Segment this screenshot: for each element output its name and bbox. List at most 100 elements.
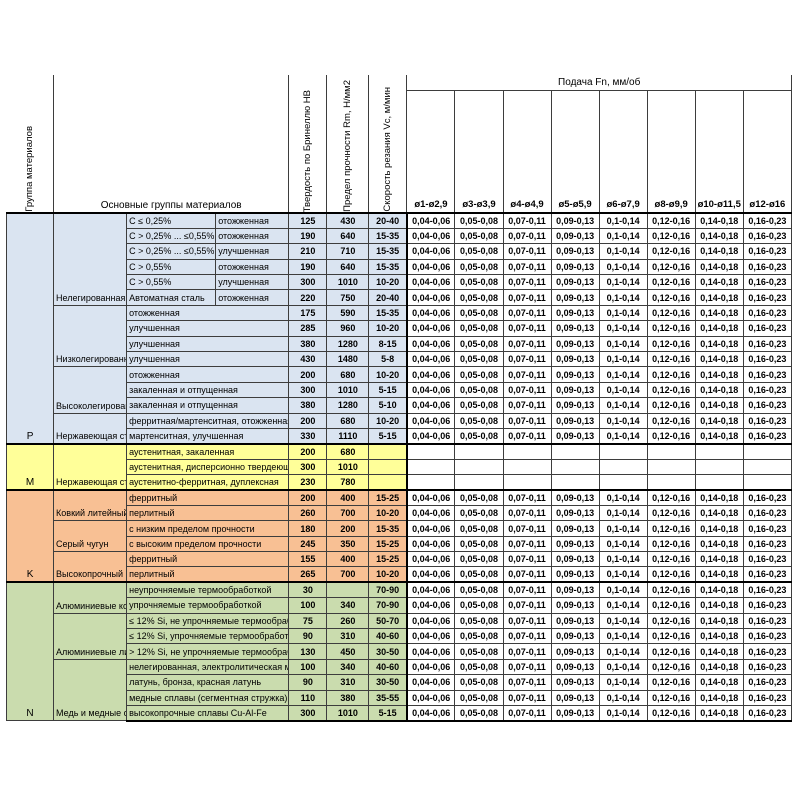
feed-value-cell: 0,04-0,06 — [405, 412, 456, 429]
feed-value-cell: 0,14-0,18 — [694, 227, 744, 245]
strength-cell: 1280 — [326, 397, 370, 414]
feed-value-cell: 0,14-0,18 — [694, 289, 744, 306]
strength-cell: 710 — [326, 243, 370, 260]
feed-value-cell: 0,12-0,16 — [646, 320, 696, 337]
feed-value-cell: 0,12-0,16 — [646, 612, 696, 630]
feed-value-cell: 0,09-0,13 — [550, 689, 600, 707]
feed-value-cell: 0,12-0,16 — [646, 628, 696, 645]
hardness-cell: 110 — [288, 689, 328, 707]
feed-value-cell: 0,14-0,18 — [694, 551, 744, 568]
feed-value-cell: 0,16-0,23 — [742, 274, 793, 291]
strength-cell: 680 — [326, 366, 370, 383]
group-letter-cell: P — [5, 212, 55, 445]
table-row: Автоматная сталь отожженная 220 750 20-40 0,0… — [7, 289, 793, 306]
material-group-cell: Серый чугун — [53, 520, 128, 553]
material-desc-cell: C > 0,25% ... ≤0,55% — [126, 243, 217, 260]
feed-value-cell: 0,1-0,14 — [598, 335, 648, 353]
feed-value-cell: 0,09-0,13 — [550, 320, 600, 337]
feed-value-cell: 0,14-0,18 — [694, 258, 744, 276]
table-row: C > 0,25% ... ≤0,55% отожженная 190 640 15-3… — [7, 227, 793, 245]
feed-value-cell: 0,14-0,18 — [694, 612, 744, 630]
feed-value-cell: 0,07-0,11 — [502, 689, 552, 707]
strength-cell: 450 — [326, 643, 370, 660]
hardness-cell: 100 — [288, 597, 328, 614]
feed-value-cell: 0,07-0,11 — [502, 412, 552, 429]
strength-cell: 640 — [326, 227, 370, 245]
feed-value-cell: 0,09-0,13 — [550, 566, 600, 583]
feed-value-cell: 0,16-0,23 — [742, 258, 793, 276]
table-row: улучшенная 285 960 10-20 0,04-0,06 0,05-0,08 0… — [7, 320, 793, 337]
feed-value-cell: 0,04-0,06 — [405, 520, 456, 537]
material-group-cell: Нержавеющая сталь — [53, 442, 128, 491]
feed-value-cell — [646, 458, 696, 476]
table-row: закаленная и отпущенная 300 1010 5-15 0,04-0… — [7, 381, 793, 399]
speed-cell: 15-35 — [368, 243, 408, 260]
feed-value-cell: 0,12-0,16 — [646, 566, 696, 583]
feed-value-cell: 0,09-0,13 — [550, 397, 600, 414]
feed-value-cell: 0,16-0,23 — [742, 489, 793, 506]
feed-value-cell: 0,09-0,13 — [550, 274, 600, 291]
material-state-cell: отожженная — [215, 258, 290, 276]
speed-cell: 15-35 — [368, 520, 408, 537]
material-group-cell: Нелегированная сталь — [53, 211, 128, 306]
feed-value-cell: 0,09-0,13 — [550, 551, 600, 568]
material-state-cell: отожженная — [215, 289, 290, 306]
feed-value-cell — [405, 458, 456, 476]
feed-value-cell: 0,04-0,06 — [405, 612, 456, 630]
feed-value-cell: 0,05-0,08 — [454, 366, 504, 383]
feed-value-cell: 0,04-0,06 — [405, 689, 456, 707]
feed-value-cell: 0,14-0,18 — [694, 643, 744, 660]
feed-value-cell: 0,07-0,11 — [502, 628, 552, 645]
feed-value-cell: 0,12-0,16 — [646, 381, 696, 399]
material-desc-cell: латунь, бронза, красная латунь — [126, 674, 290, 691]
table-row: Низколегированная стальотожженная1755901… — [7, 304, 793, 368]
material-group-cell: Медь и медные сплавы — [53, 658, 128, 722]
feed-value-cell: 0,07-0,11 — [502, 304, 552, 322]
feed-value-cell — [646, 442, 696, 460]
feed-value-cell: 0,04-0,06 — [405, 320, 456, 337]
material-desc-cell: улучшенная — [126, 351, 290, 368]
feed-value-cell: 0,07-0,11 — [502, 274, 552, 291]
feed-value-cell: 0,12-0,16 — [646, 397, 696, 414]
feed-value-cell: 0,05-0,08 — [454, 227, 504, 245]
speed-cell: 5-15 — [368, 381, 408, 399]
feed-value-cell: 0,14-0,18 — [694, 243, 744, 260]
feed-value-cell: 0,16-0,23 — [742, 689, 793, 707]
feed-value-cell: 0,1-0,14 — [598, 643, 648, 660]
feed-value-cell: 0,04-0,06 — [405, 366, 456, 383]
material-state-cell: улучшенная — [215, 243, 290, 260]
feed-value-cell: 0,16-0,23 — [742, 658, 793, 676]
feed-value-cell: 0,12-0,16 — [646, 243, 696, 260]
strength-cell: 700 — [326, 504, 370, 522]
rotated-text-wrap: Предел прочности Rm, Н/мм2 — [328, 78, 368, 211]
feed-value-cell: 0,04-0,06 — [405, 304, 456, 322]
feed-value-cell: 0,1-0,14 — [598, 658, 648, 676]
feed-value-cell: 0,07-0,11 — [502, 381, 552, 399]
hardness-cell: 200 — [288, 442, 328, 460]
feed-value-cell: 0,16-0,23 — [742, 674, 793, 691]
hardness-cell: 155 — [288, 551, 328, 568]
table-row: аустенитная, дисперсионно твердеющая 300 1… — [7, 458, 793, 476]
speed-cell: 20-40 — [368, 289, 408, 306]
feed-value-cell: 0,05-0,08 — [454, 704, 504, 722]
feed-value-cell: 0,05-0,08 — [454, 520, 504, 537]
feed-value-cell — [598, 442, 648, 460]
feed-value-cell: 0,12-0,16 — [646, 674, 696, 691]
speed-cell: 30-50 — [368, 643, 408, 660]
feed-value-cell: 0,16-0,23 — [742, 227, 793, 245]
feed-value-cell: 0,16-0,23 — [742, 520, 793, 537]
rotated-text-wrap: Группа материалов — [7, 78, 53, 211]
feed-value-cell: 0,14-0,18 — [694, 412, 744, 429]
feed-value-cell: 0,04-0,06 — [405, 258, 456, 276]
feed-value-cell: 0,16-0,23 — [742, 211, 793, 229]
material-state-cell: отожженная — [215, 227, 290, 245]
feed-value-cell: 0,09-0,13 — [550, 427, 600, 445]
hardness-cell: 90 — [288, 628, 328, 645]
hardness-cell: 285 — [288, 320, 328, 337]
feed-value-cell: 0,05-0,08 — [454, 643, 504, 660]
feed-value-cell — [694, 458, 744, 476]
feed-value-cell: 0,12-0,16 — [646, 289, 696, 306]
feed-value-cell: 0,09-0,13 — [550, 704, 600, 722]
